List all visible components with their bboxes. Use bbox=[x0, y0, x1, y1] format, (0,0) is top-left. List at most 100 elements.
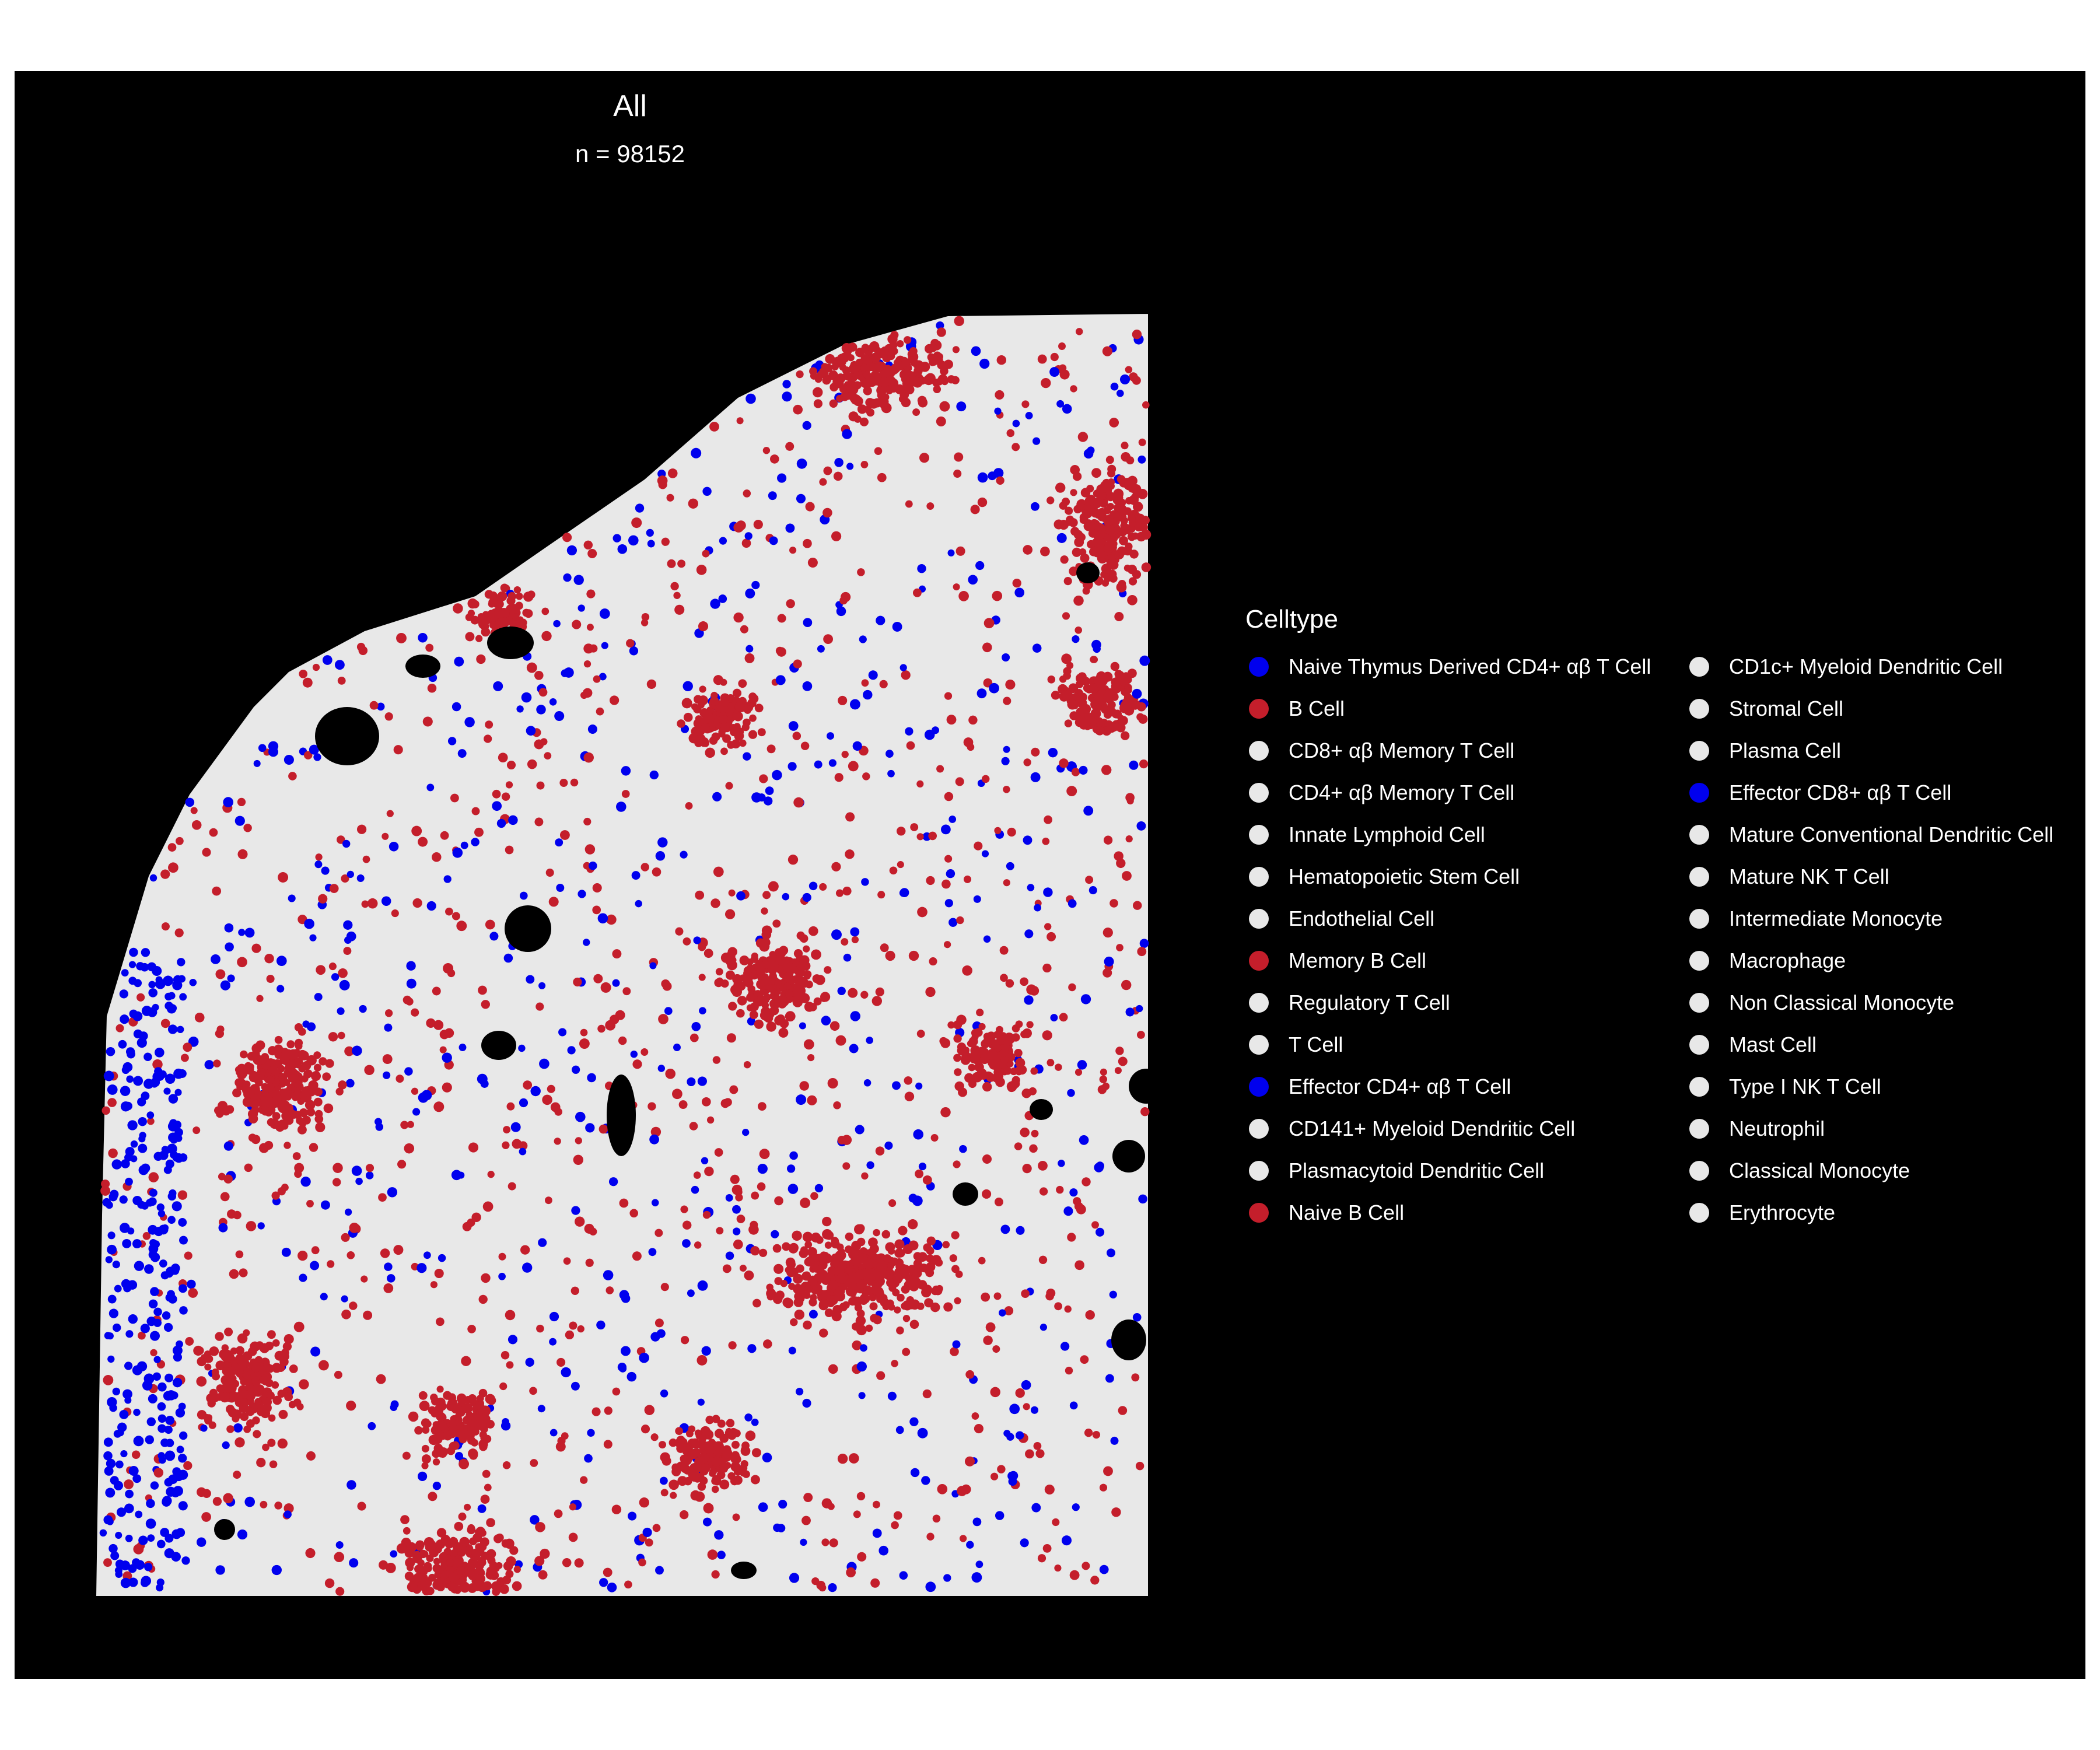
cell-point bbox=[1120, 522, 1128, 530]
cell-point bbox=[224, 1378, 234, 1388]
cell-point bbox=[502, 1461, 511, 1469]
cell-point bbox=[936, 377, 944, 386]
cell-point bbox=[701, 1157, 709, 1165]
cell-point bbox=[863, 1273, 873, 1283]
cell-point bbox=[696, 565, 707, 575]
cell-point bbox=[1123, 507, 1131, 515]
cell-point bbox=[786, 1164, 796, 1173]
cell-point bbox=[827, 1078, 838, 1088]
cell-point bbox=[587, 724, 597, 734]
cell-point bbox=[428, 1540, 436, 1549]
cell-point bbox=[468, 1448, 478, 1459]
cell-point bbox=[1099, 1483, 1108, 1492]
cell-point bbox=[804, 1256, 815, 1267]
cell-point bbox=[1088, 528, 1097, 538]
cell-point bbox=[232, 1409, 242, 1419]
cell-point bbox=[175, 1408, 186, 1418]
cell-point bbox=[376, 702, 385, 711]
cell-point bbox=[221, 1344, 229, 1352]
cell-point bbox=[496, 593, 506, 602]
cell-point bbox=[1003, 879, 1010, 887]
cell-point bbox=[1128, 577, 1138, 586]
cell-point bbox=[144, 1052, 152, 1062]
cell-point bbox=[655, 851, 666, 861]
cell-point bbox=[523, 592, 534, 602]
cell-point bbox=[925, 1581, 936, 1592]
cell-point bbox=[695, 890, 705, 900]
cell-point bbox=[861, 878, 869, 886]
cell-point bbox=[1046, 1288, 1056, 1298]
cell-point bbox=[417, 1471, 428, 1482]
cell-point bbox=[831, 1311, 842, 1322]
legend-key-dot bbox=[1249, 867, 1269, 887]
legend-key-dot bbox=[1689, 993, 1709, 1013]
legend-label: Neutrophil bbox=[1729, 1116, 1825, 1140]
cell-point bbox=[1046, 496, 1055, 505]
cell-point bbox=[1072, 472, 1082, 481]
tissue-gap bbox=[1076, 562, 1100, 583]
cell-point bbox=[750, 1475, 760, 1485]
cell-point bbox=[557, 1437, 566, 1446]
cell-point bbox=[1087, 540, 1096, 549]
cell-point bbox=[103, 1375, 114, 1385]
cell-point bbox=[177, 958, 186, 967]
cell-point bbox=[906, 1296, 915, 1304]
cell-point bbox=[725, 1251, 734, 1260]
cell-point bbox=[802, 681, 813, 691]
cell-point bbox=[170, 1391, 178, 1399]
cell-point bbox=[744, 653, 755, 663]
cell-point bbox=[908, 1219, 918, 1230]
legend-label: Innate Lymphoid Cell bbox=[1289, 822, 1485, 846]
cell-point bbox=[939, 401, 950, 412]
cell-point bbox=[1059, 364, 1067, 372]
legend-label: Regulatory T Cell bbox=[1289, 991, 1450, 1014]
cell-point bbox=[344, 936, 352, 944]
cell-point bbox=[397, 1160, 407, 1169]
cell-point bbox=[658, 1441, 667, 1449]
cell-point bbox=[433, 1558, 440, 1565]
cell-point bbox=[1004, 1306, 1014, 1315]
cell-point bbox=[587, 548, 597, 559]
cell-point bbox=[1035, 1449, 1045, 1458]
cell-point bbox=[447, 969, 456, 978]
cell-point bbox=[731, 1451, 740, 1460]
cell-point bbox=[1110, 540, 1118, 548]
cell-point bbox=[828, 759, 837, 767]
cell-point bbox=[917, 907, 928, 918]
cell-point bbox=[363, 1310, 373, 1320]
cell-point bbox=[754, 704, 764, 713]
cell-point bbox=[1023, 835, 1032, 845]
cell-point bbox=[146, 1111, 155, 1119]
cell-point bbox=[1024, 995, 1034, 1005]
cell-point bbox=[808, 1298, 817, 1307]
cell-point bbox=[1136, 713, 1144, 721]
cell-point bbox=[712, 1415, 720, 1423]
cell-point bbox=[132, 1474, 142, 1483]
cell-point bbox=[971, 346, 981, 356]
cell-point bbox=[487, 1171, 495, 1178]
cell-point bbox=[267, 1058, 275, 1067]
cell-point bbox=[248, 1114, 258, 1124]
legend-key-dot bbox=[1689, 783, 1709, 803]
cell-point bbox=[402, 995, 412, 1005]
cell-point bbox=[885, 950, 895, 961]
cell-point bbox=[1083, 806, 1094, 816]
cell-point bbox=[983, 1032, 991, 1041]
legend-title: Celltype bbox=[1245, 605, 1338, 634]
cell-point bbox=[946, 715, 957, 725]
cell-point bbox=[583, 660, 592, 668]
cell-point bbox=[936, 765, 944, 773]
cell-point bbox=[911, 1277, 921, 1287]
legend-label: Plasmacytoid Dendritic Cell bbox=[1289, 1158, 1545, 1182]
cell-point bbox=[650, 1126, 662, 1138]
cell-point bbox=[796, 990, 806, 1000]
cell-point bbox=[212, 1497, 222, 1506]
cell-point bbox=[691, 726, 702, 737]
cell-point bbox=[719, 1479, 730, 1490]
cell-point bbox=[785, 523, 795, 533]
cell-point bbox=[163, 1166, 172, 1174]
cell-point bbox=[1136, 1031, 1145, 1039]
cell-point bbox=[243, 824, 252, 832]
cell-point bbox=[453, 1558, 461, 1567]
cell-point bbox=[346, 1401, 356, 1411]
